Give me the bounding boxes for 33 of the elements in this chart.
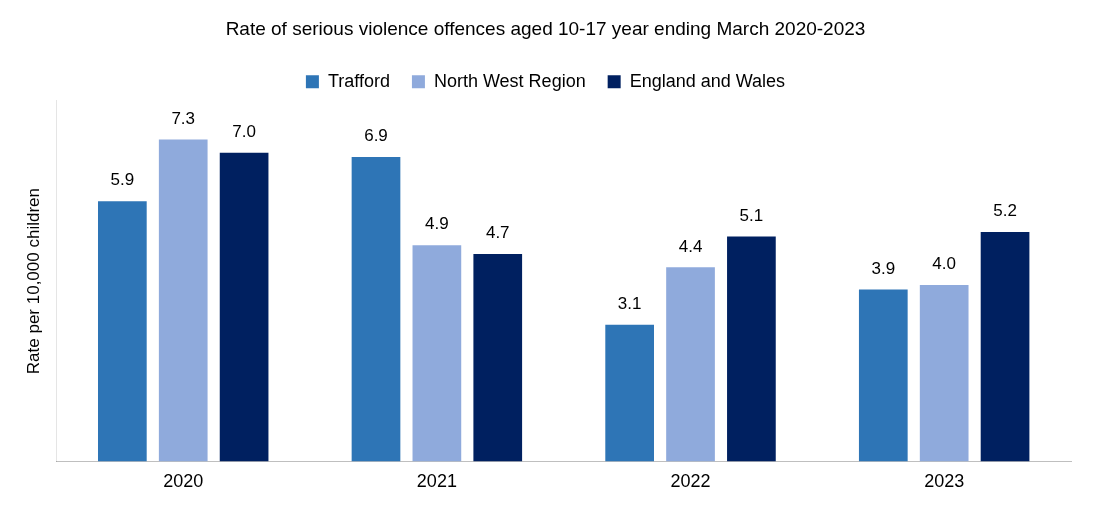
- data-label: 4.4: [678, 236, 703, 256]
- data-label: 3.9: [871, 258, 896, 278]
- bar: [412, 245, 462, 462]
- data-label: 4.9: [425, 214, 449, 234]
- chart-title: Rate of serious violence offences aged 10-17 year ending March 2020-2023: [225, 17, 866, 39]
- bar: [605, 324, 654, 462]
- legend-label: Trafford: [327, 70, 390, 91]
- y-axis-title: Rate per 10,000 children: [23, 188, 43, 375]
- legend-label: North West Region: [433, 70, 586, 91]
- bar: [158, 139, 208, 462]
- bar: [473, 254, 523, 462]
- data-label: 6.9: [364, 126, 388, 146]
- x-tick-label: 2023: [924, 471, 965, 492]
- bar: [727, 236, 776, 462]
- legend-label: England and Wales: [629, 70, 786, 91]
- data-label: 4.0: [932, 254, 956, 274]
- data-label: 7.3: [171, 108, 196, 128]
- data-label: 3.1: [617, 293, 642, 313]
- data-label: 7.0: [232, 121, 256, 141]
- bar: [858, 289, 908, 462]
- data-label: 4.7: [485, 223, 510, 243]
- bar: [98, 201, 147, 462]
- bar: [666, 267, 715, 462]
- data-label: 5.9: [110, 170, 135, 190]
- x-tick-label: 2020: [163, 471, 204, 492]
- bar: [980, 232, 1030, 462]
- data-label: 5.1: [739, 205, 764, 225]
- bar: [351, 157, 401, 462]
- x-tick-label: 2021: [416, 471, 457, 492]
- bar: [919, 284, 969, 462]
- x-tick-label: 2022: [670, 471, 711, 492]
- data-label: 5.2: [993, 201, 1017, 221]
- bar: [219, 152, 269, 462]
